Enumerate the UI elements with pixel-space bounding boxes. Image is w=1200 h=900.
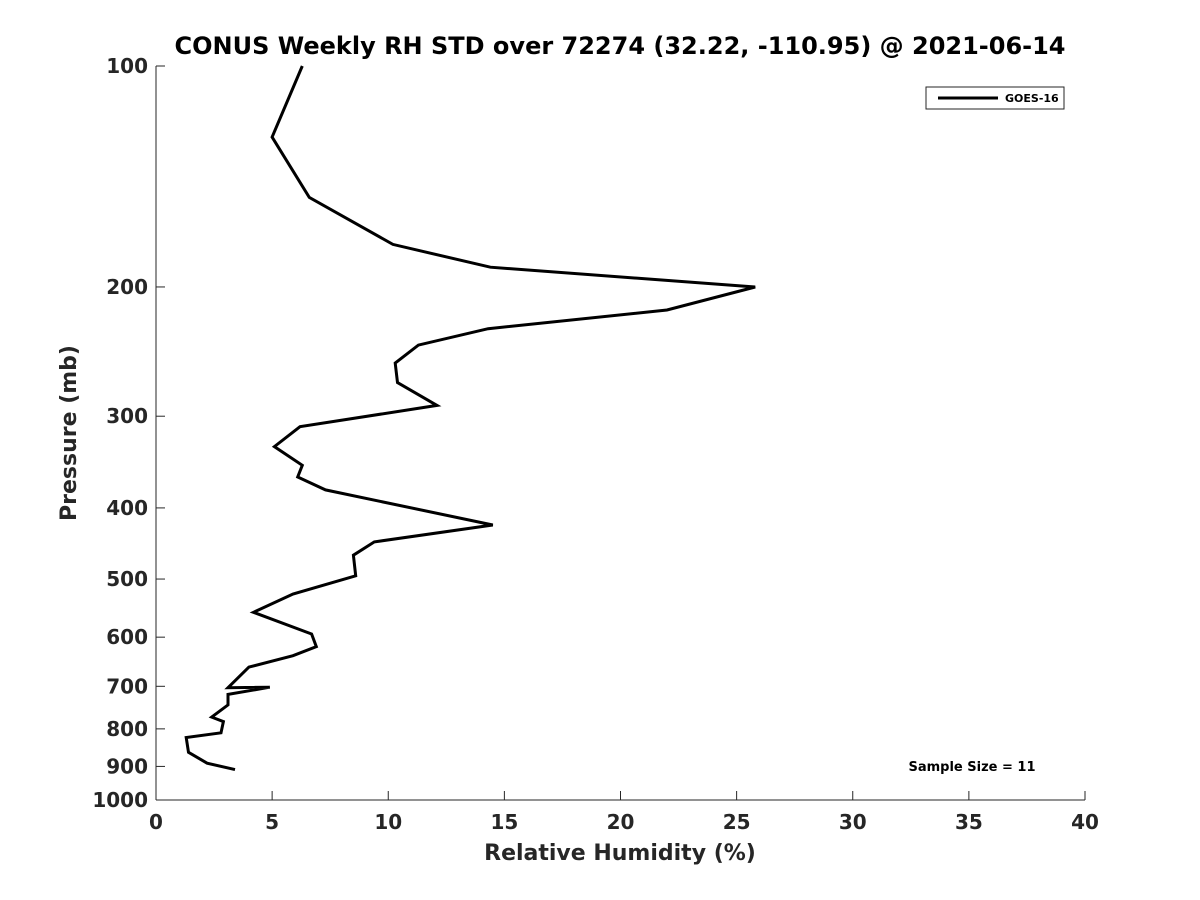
- legend: GOES-16: [925, 86, 1065, 110]
- y-tick-label: 800: [106, 717, 148, 741]
- y-axis-ticks: 100 200 300 400 500 600 700 800 900 1000: [92, 54, 165, 812]
- y-axis-label: Pressure (mb): [57, 345, 82, 521]
- series-line-goes-16: [184, 65, 756, 772]
- series-group: [184, 65, 756, 772]
- x-tick-label: 20: [607, 810, 635, 834]
- legend-entry-goes-16: GOES-16: [1005, 92, 1059, 105]
- y-tick-label: 400: [106, 496, 148, 520]
- x-tick-label: 30: [839, 810, 867, 834]
- y-tick-label: 200: [106, 275, 148, 299]
- y-tick-label: 100: [106, 54, 148, 78]
- y-tick-label: 300: [106, 404, 148, 428]
- y-tick-label: 1000: [92, 788, 148, 812]
- x-tick-label: 15: [490, 810, 518, 834]
- x-tick-label: 40: [1071, 810, 1099, 834]
- x-tick-label: 5: [265, 810, 279, 834]
- y-tick-label: 700: [106, 674, 148, 698]
- x-axis-ticks: 0 5 10 15 20 25 30 35 40: [149, 791, 1099, 834]
- sample-size-annotation: Sample Size = 11: [908, 760, 1035, 775]
- y-tick-label: 900: [106, 754, 148, 778]
- x-tick-label: 25: [723, 810, 751, 834]
- x-tick-label: 10: [374, 810, 402, 834]
- x-tick-label: 35: [955, 810, 983, 834]
- y-tick-label: 500: [106, 567, 148, 591]
- y-tick-label: 600: [106, 625, 148, 649]
- x-tick-label: 0: [149, 810, 163, 834]
- x-axis-label: Relative Humidity (%): [484, 841, 756, 866]
- chart-title: CONUS Weekly RH STD over 72274 (32.22, -…: [174, 32, 1065, 60]
